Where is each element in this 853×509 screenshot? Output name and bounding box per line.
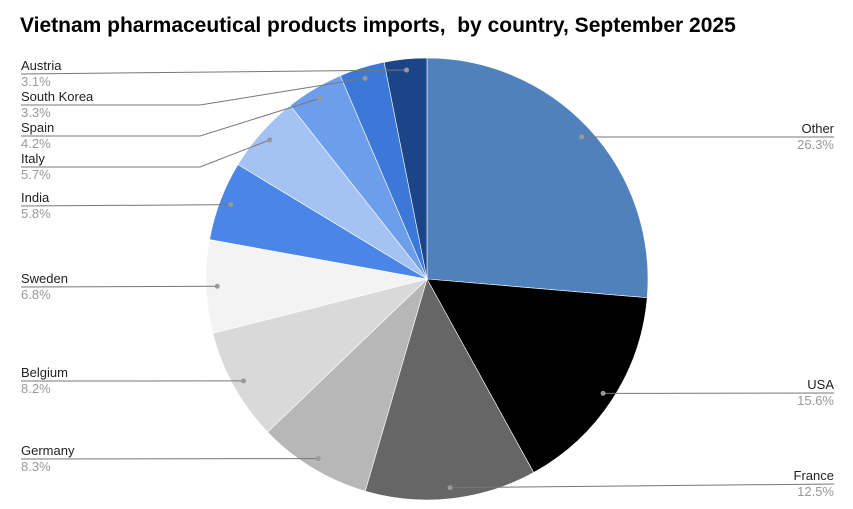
slice-label-south-korea: South Korea — [21, 89, 94, 104]
slice-value-usa: 15.6% — [797, 393, 834, 408]
slice-label-other: Other — [801, 121, 834, 136]
slice-value-sweden: 6.8% — [21, 287, 51, 302]
slice-label-austria: Austria — [21, 58, 62, 73]
leader-dot-india — [228, 202, 234, 208]
slice-label-usa: USA — [807, 377, 834, 392]
leader-dot-france — [447, 485, 453, 491]
slice-value-south-korea: 3.3% — [21, 105, 51, 120]
leader-dot-austria — [404, 67, 410, 73]
leader-dot-germany — [315, 456, 321, 462]
slice-label-italy: Italy — [21, 151, 45, 166]
leader-dot-usa — [600, 390, 606, 396]
slice-value-india: 5.8% — [21, 206, 51, 221]
slice-value-germany: 8.3% — [21, 459, 51, 474]
slice-label-india: India — [21, 190, 50, 205]
leader-dot-spain — [317, 95, 323, 101]
slice-value-italy: 5.7% — [21, 167, 51, 182]
slice-value-spain: 4.2% — [21, 136, 51, 151]
leader-line-south-korea — [21, 77, 366, 106]
leader-line-austria — [20, 69, 407, 75]
leader-line-india — [20, 204, 231, 207]
leader-dot-belgium — [240, 378, 246, 384]
slice-value-france: 12.5% — [797, 484, 834, 499]
leader-line-sweden — [20, 285, 218, 288]
leader-line-france — [450, 483, 835, 489]
leader-dot-sweden — [214, 283, 220, 289]
pie-slice-other — [426, 57, 649, 299]
pie-slice-france — [364, 278, 535, 501]
slice-label-sweden: Sweden — [21, 271, 68, 286]
pie-slice-austria — [383, 57, 428, 280]
slice-label-spain: Spain — [21, 120, 54, 135]
slice-label-germany: Germany — [21, 443, 75, 458]
pie-slice-germany — [267, 278, 428, 492]
slice-value-austria: 3.1% — [21, 74, 51, 89]
leader-dot-italy — [267, 137, 273, 143]
slice-label-belgium: Belgium — [21, 365, 68, 380]
pie-slice-belgium — [212, 278, 429, 433]
leader-line-italy — [21, 139, 270, 168]
leader-dot-other — [579, 134, 585, 140]
leader-line-spain — [21, 97, 321, 137]
chart-title: Vietnam pharmaceutical products imports,… — [20, 14, 736, 37]
pie-slice-usa — [426, 278, 648, 473]
slice-label-france: France — [794, 468, 834, 483]
slice-value-other: 26.3% — [797, 137, 834, 152]
slice-value-belgium: 8.2% — [21, 381, 51, 396]
leader-dot-south-korea — [362, 75, 368, 81]
